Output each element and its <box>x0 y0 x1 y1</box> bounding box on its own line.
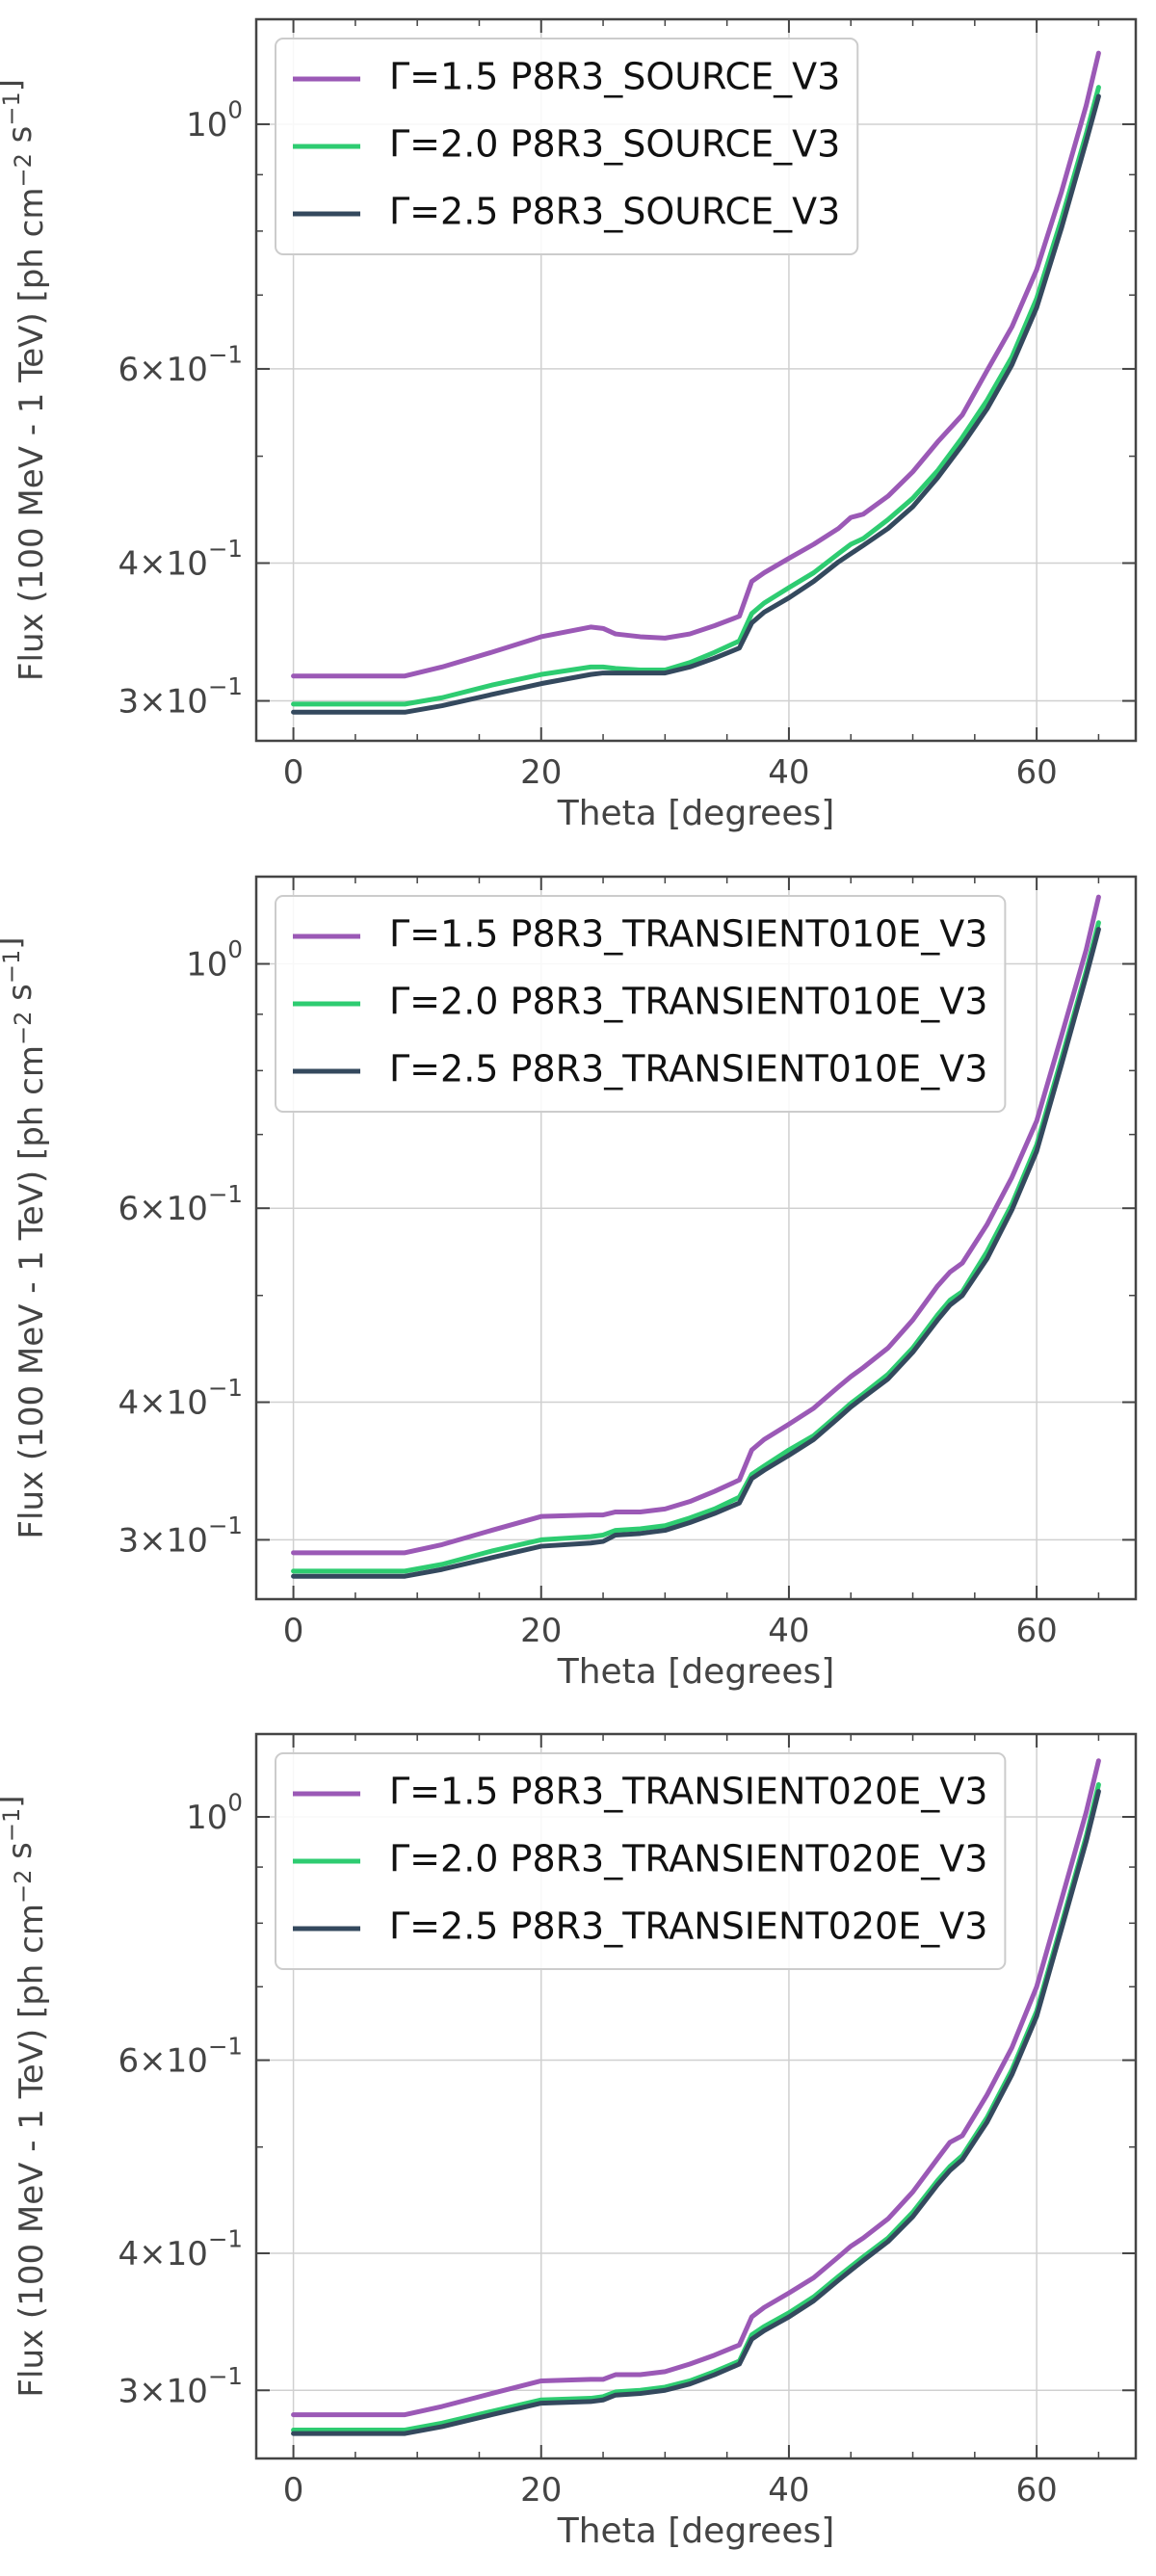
x-tick-label: 40 <box>768 1612 809 1650</box>
x-tick-label: 20 <box>520 1612 562 1650</box>
series-line-3 <box>291 93 1101 715</box>
chart-panel-1: 0 20 40 60 3×10−1 4×10−1 6×10−1 100 Theta [degre… <box>0 17 1138 833</box>
y-tick-label: 100 <box>186 96 243 145</box>
series-line-2 <box>291 1782 1101 2432</box>
y-axis-label: Flux (100 MeV - 1 TeV) [ph cm−2 s−1] <box>0 79 51 681</box>
y-tick-label: 4×10−1 <box>118 1374 243 1422</box>
legend-label-1: Γ=1.5 P8R3_TRANSIENT020E_V3 <box>389 1771 987 1813</box>
series-line-1 <box>291 894 1101 1556</box>
y-tick-label: 100 <box>186 1789 243 1837</box>
y-tick-label: 3×10−1 <box>118 1511 243 1560</box>
x-tick-label: 40 <box>768 2471 809 2510</box>
series-line-2 <box>291 85 1101 707</box>
axes-frame <box>254 875 1138 1601</box>
legend-box <box>275 1752 1007 1970</box>
legend-label-3: Γ=2.5 P8R3_SOURCE_V3 <box>389 191 840 233</box>
legend-label-2: Γ=2.0 P8R3_TRANSIENT010E_V3 <box>389 981 987 1023</box>
x-axis-label: Theta [degrees] <box>557 794 835 833</box>
legend-box <box>275 895 1007 1113</box>
series-line-3 <box>291 1789 1101 2436</box>
legend: Γ=1.5 P8R3_TRANSIENT010E_V3 Γ=2.0 P8R3_TR… <box>275 895 1007 1113</box>
y-axis-label: Flux (100 MeV - 1 TeV) [ph cm−2 s−1] <box>0 1795 51 2397</box>
x-tick-label: 60 <box>1015 753 1057 792</box>
x-tick-label: 0 <box>283 1612 304 1650</box>
axes-frame <box>254 1732 1138 2460</box>
x-tick-label: 0 <box>283 2471 304 2510</box>
legend-label-2: Γ=2.0 P8R3_TRANSIENT020E_V3 <box>389 1838 987 1880</box>
legend-box <box>275 38 859 255</box>
chart-panel-3: 0 20 40 60 3×10−1 4×10−1 6×10−1 100 Theta [degre… <box>0 1732 1138 2551</box>
legend: Γ=1.5 P8R3_SOURCE_V3 Γ=2.0 P8R3_SOURCE_V3… <box>275 38 859 255</box>
y-tick-label: 3×10−1 <box>118 672 243 721</box>
x-tick-label: 40 <box>768 753 809 792</box>
x-axis-label: Theta [degrees] <box>557 1652 835 1692</box>
legend-label-2: Γ=2.0 P8R3_SOURCE_V3 <box>389 123 840 166</box>
legend-label-1: Γ=1.5 P8R3_TRANSIENT010E_V3 <box>389 913 987 956</box>
axes-frame <box>254 17 1138 743</box>
y-tick-label: 3×10−1 <box>118 2362 243 2410</box>
series-line-1 <box>291 1758 1101 2418</box>
legend-label-3: Γ=2.5 P8R3_TRANSIENT020E_V3 <box>389 1906 987 1948</box>
x-tick-label: 60 <box>1015 2471 1057 2510</box>
x-tick-label: 60 <box>1015 1612 1057 1650</box>
y-tick-label: 6×10−1 <box>118 1180 243 1228</box>
series-line-3 <box>291 927 1101 1579</box>
y-tick-label: 4×10−1 <box>118 535 243 583</box>
x-tick-label: 0 <box>283 753 304 792</box>
x-tick-label: 20 <box>520 753 562 792</box>
x-axis-label: Theta [degrees] <box>557 2511 835 2551</box>
y-axis-label: Flux (100 MeV - 1 TeV) [ph cm−2 s−1] <box>0 936 51 1538</box>
y-tick-label: 4×10−1 <box>118 2225 243 2274</box>
series-line-2 <box>291 920 1101 1574</box>
y-tick-label: 6×10−1 <box>118 2032 243 2080</box>
x-tick-label: 20 <box>520 2471 562 2510</box>
legend-label-1: Γ=1.5 P8R3_SOURCE_V3 <box>389 56 840 98</box>
y-tick-label: 100 <box>186 935 243 984</box>
y-tick-label: 6×10−1 <box>118 341 243 389</box>
series-line-1 <box>291 50 1101 679</box>
chart-panel-2: 0 20 40 60 3×10−1 4×10−1 6×10−1 100 Theta [degre… <box>0 875 1138 1692</box>
legend: Γ=1.5 P8R3_TRANSIENT020E_V3 Γ=2.0 P8R3_TR… <box>275 1752 1007 1970</box>
legend-label-3: Γ=2.5 P8R3_TRANSIENT010E_V3 <box>389 1048 987 1091</box>
